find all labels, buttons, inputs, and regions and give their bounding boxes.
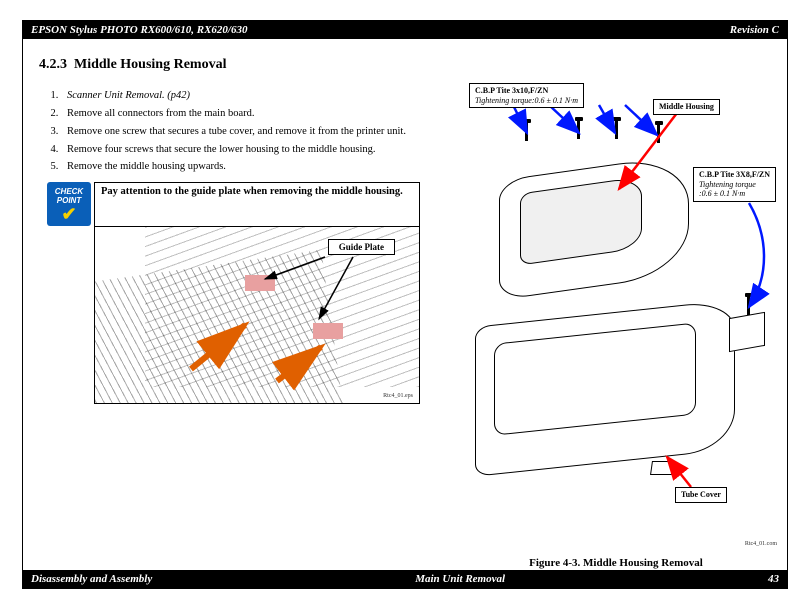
main-arrows-svg: [449, 57, 783, 567]
checkpoint-note: Pay attention to the guide plate when re…: [94, 182, 420, 226]
callout-cbp-left-l1: C.B.P Tite 3x10,F/ZN: [475, 86, 578, 96]
header-bar: EPSON Stylus PHOTO RX600/610, RX620/630 …: [23, 21, 787, 39]
callout-cbp-left-l2: Tightening torque:0.6 ± 0.1 N·m: [475, 96, 578, 106]
checkmark-icon: ✔: [61, 207, 76, 221]
callout-tube-cover-l1: Tube Cover: [681, 490, 721, 500]
footer-center: Main Unit Removal: [415, 573, 505, 585]
callout-cbp-right-l2: Tightening torque: [699, 180, 770, 190]
callout-cbp-right: C.B.P Tite 3X8,F/ZN Tightening torque :0…: [693, 167, 776, 202]
header-right: Revision C: [730, 24, 779, 36]
section-number: 4.2.3: [39, 57, 67, 72]
exploded-figure: C.B.P Tite 3x10,F/ZN Tightening torque:0…: [449, 57, 783, 567]
step-1-text: Scanner Unit Removal. (p42): [67, 90, 190, 101]
callout-tube-cover: Tube Cover: [675, 487, 727, 503]
guide-plate-label: Guide Plate: [328, 239, 395, 255]
footer-right: 43: [768, 573, 779, 585]
checkpoint-badge: CHECK POINT ✔: [47, 182, 91, 226]
page-frame: EPSON Stylus PHOTO RX600/610, RX620/630 …: [22, 20, 788, 589]
callout-cbp-right-l1: C.B.P Tite 3X8,F/ZN: [699, 170, 770, 180]
section-title: Middle Housing Removal: [74, 57, 226, 72]
callout-middle-housing-l1: Middle Housing: [659, 102, 714, 112]
callout-middle-housing: Middle Housing: [653, 99, 720, 115]
guide-plate-figure: Guide Plate Rtc4_01.eps: [94, 226, 420, 404]
header-left: EPSON Stylus PHOTO RX600/610, RX620/630: [31, 24, 247, 36]
badge-line1: CHECK: [55, 187, 83, 196]
content-area: 4.2.3 Middle Housing Removal Scanner Uni…: [23, 39, 787, 569]
footer-bar: Disassembly and Assembly Main Unit Remov…: [23, 570, 787, 588]
callout-cbp-right-l3: :0.6 ± 0.1 N·m: [699, 189, 770, 199]
callout-cbp-left: C.B.P Tite 3x10,F/ZN Tightening torque:0…: [469, 83, 584, 108]
footer-left: Disassembly and Assembly: [31, 573, 152, 585]
